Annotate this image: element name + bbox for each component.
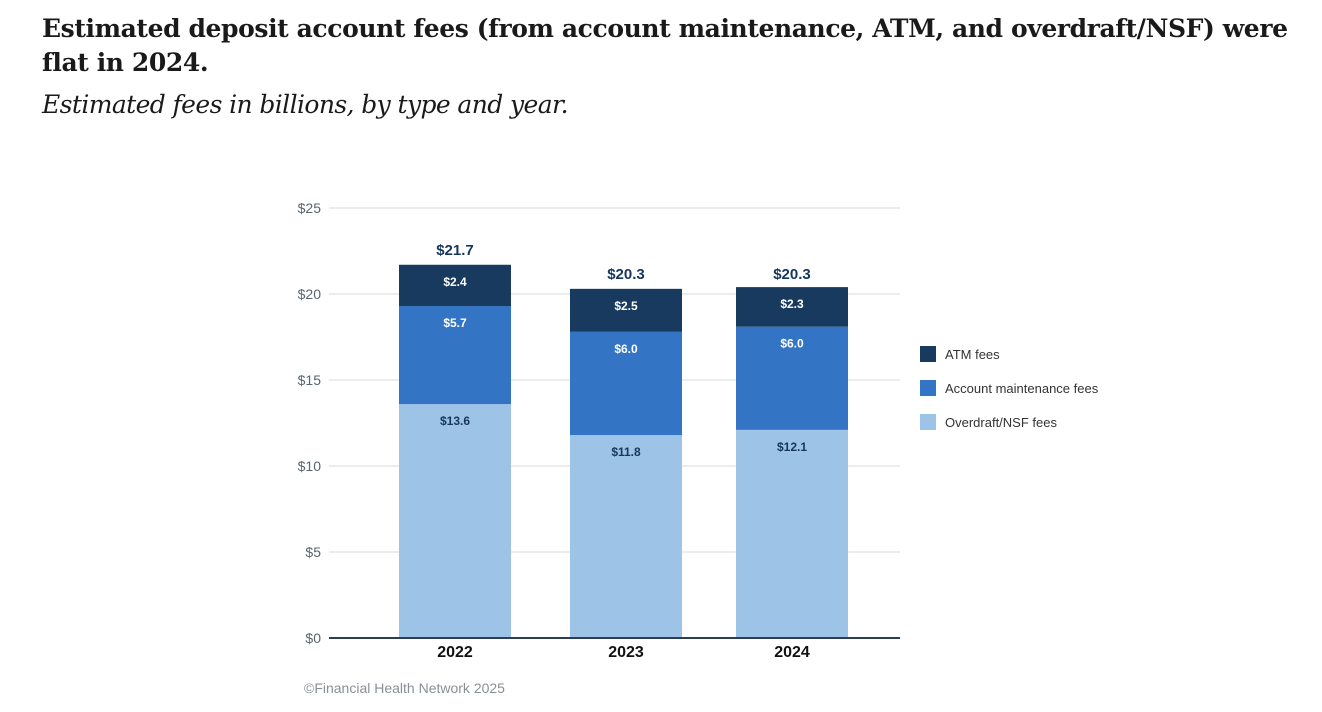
- credit-text: ©Financial Health Network 2025: [304, 680, 505, 696]
- chart-subtitle: Estimated fees in billions, by type and …: [42, 90, 569, 119]
- chart-title: Estimated deposit account fees (from acc…: [42, 14, 1288, 77]
- bar-segment: [570, 435, 682, 638]
- y-axis-ticks: $0 $5 $10 $15 $20 $25: [298, 200, 322, 646]
- data-label: $11.8: [611, 445, 641, 459]
- data-label: $5.7: [443, 316, 467, 330]
- y-tick-label: $20: [298, 286, 322, 302]
- bar-segment: [736, 287, 848, 327]
- y-tick-label: $5: [305, 544, 321, 560]
- bar-stack-2023: $11.8 $6.0 $2.5 $20.3: [570, 266, 682, 638]
- bar-segment: [570, 331, 682, 436]
- x-tick-label: 2022: [437, 644, 473, 661]
- bar-segment: [570, 288, 682, 332]
- legend-swatch: [920, 380, 936, 396]
- legend-swatch: [920, 414, 936, 430]
- bar-segment: [736, 429, 848, 638]
- total-label: $20.3: [773, 266, 811, 283]
- data-label: $2.5: [614, 299, 638, 313]
- legend-swatch: [920, 346, 936, 362]
- y-tick-label: $25: [298, 200, 322, 216]
- y-tick-label: $0: [305, 630, 321, 646]
- legend-item: Account maintenance fees: [920, 380, 1099, 396]
- x-tick-label: 2023: [608, 644, 644, 661]
- bar-stack-2024: $12.1 $6.0 $2.3 $20.3: [736, 266, 848, 638]
- legend-label: Overdraft/NSF fees: [945, 415, 1057, 430]
- x-axis-ticks: 2022 2023 2024: [437, 644, 810, 661]
- bar-segment: [399, 264, 511, 307]
- data-label: $13.6: [440, 414, 470, 428]
- bar-segment: [399, 404, 511, 638]
- data-label: $12.1: [777, 440, 807, 454]
- bar-stack-2022: $13.6 $5.7 $2.4 $21.7: [399, 242, 511, 638]
- data-label: $6.0: [614, 342, 638, 356]
- bars: $13.6$5.7$2.4$21.7$11.8$6.0$2.5$20.3$12.…: [399, 242, 848, 638]
- legend-label: Account maintenance fees: [945, 381, 1099, 396]
- legend-item: ATM fees: [920, 346, 1000, 362]
- legend-item: Overdraft/NSF fees: [920, 414, 1057, 430]
- bar-segment: [399, 306, 511, 405]
- data-label: $2.3: [780, 297, 804, 311]
- bar-segment: [736, 326, 848, 430]
- legend: ATM fees Account maintenance fees Overdraf…: [920, 346, 1099, 430]
- legend-label: ATM fees: [945, 347, 1000, 362]
- data-label: $6.0: [780, 337, 804, 351]
- data-label: $2.4: [443, 275, 467, 289]
- total-label: $20.3: [607, 266, 645, 283]
- total-label: $21.7: [436, 242, 474, 259]
- x-tick-label: 2024: [774, 644, 810, 661]
- y-tick-label: $15: [298, 372, 322, 388]
- y-tick-label: $10: [298, 458, 322, 474]
